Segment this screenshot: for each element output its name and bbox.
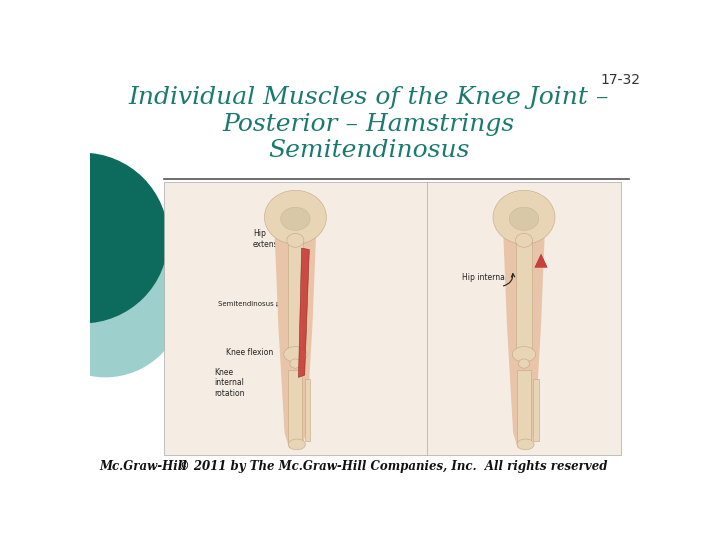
Bar — [534, 379, 539, 441]
Circle shape — [28, 222, 183, 377]
Bar — [289, 370, 302, 443]
Ellipse shape — [281, 207, 310, 231]
Ellipse shape — [264, 190, 326, 244]
FancyArrowPatch shape — [503, 274, 515, 286]
Text: Hip
extension: Hip extension — [253, 229, 290, 248]
Bar — [287, 240, 303, 352]
Ellipse shape — [517, 439, 534, 450]
Ellipse shape — [509, 207, 539, 231]
Text: Mc.Graw-Hill: Mc.Graw-Hill — [99, 460, 187, 473]
Bar — [305, 379, 310, 441]
Ellipse shape — [493, 190, 555, 244]
Text: 17-32: 17-32 — [600, 72, 640, 86]
Ellipse shape — [516, 233, 533, 247]
Ellipse shape — [289, 439, 305, 450]
Text: Semitendinosus m.: Semitendinosus m. — [218, 300, 285, 307]
Circle shape — [0, 153, 168, 323]
Bar — [516, 240, 532, 352]
Text: Individual Muscles of the Knee Joint –: Individual Muscles of the Knee Joint – — [129, 86, 609, 110]
Ellipse shape — [513, 347, 536, 362]
Text: Posterior – Hamstrings: Posterior – Hamstrings — [223, 112, 515, 136]
Ellipse shape — [287, 233, 304, 247]
Polygon shape — [274, 210, 317, 448]
Polygon shape — [503, 210, 546, 448]
Text: Knee flexion: Knee flexion — [225, 348, 273, 356]
Text: Knee
internal
rotation: Knee internal rotation — [214, 368, 245, 397]
Text: © 2011 by The Mc.Graw-Hill Companies, Inc.  All rights reserved: © 2011 by The Mc.Graw-Hill Companies, In… — [178, 460, 607, 473]
Text: Hip internal rotation: Hip internal rotation — [462, 273, 540, 282]
Polygon shape — [299, 248, 310, 377]
Bar — [517, 370, 531, 443]
Polygon shape — [535, 254, 547, 267]
Ellipse shape — [284, 347, 307, 362]
Text: Semitendinosus: Semitendinosus — [269, 139, 469, 161]
Ellipse shape — [290, 359, 301, 368]
Ellipse shape — [518, 359, 529, 368]
Bar — [163, 182, 621, 455]
